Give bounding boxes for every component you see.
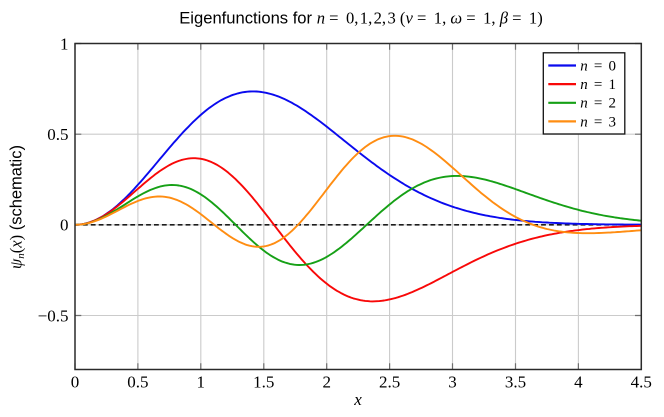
svg-text:n = 1: n = 1 (580, 77, 617, 93)
svg-text:0: 0 (71, 373, 80, 392)
svg-text:0.5: 0.5 (47, 125, 68, 144)
svg-text:3.5: 3.5 (505, 373, 526, 392)
svg-text:1: 1 (60, 34, 69, 53)
svg-text:n = 2: n = 2 (580, 96, 617, 112)
svg-text:1.5: 1.5 (253, 373, 274, 392)
svg-text:0: 0 (60, 216, 69, 235)
svg-text:1: 1 (197, 373, 206, 392)
svg-text:4: 4 (574, 373, 583, 392)
svg-text:ψn(x) (schematic): ψn(x) (schematic) (7, 145, 28, 269)
svg-text:4.5: 4.5 (631, 373, 652, 392)
svg-text:2: 2 (322, 373, 331, 392)
svg-text:3: 3 (448, 373, 457, 392)
svg-text:n = 3: n = 3 (580, 114, 617, 130)
svg-text:0.5: 0.5 (127, 373, 148, 392)
svg-text:n = 0: n = 0 (580, 58, 617, 74)
svg-text:2.5: 2.5 (379, 373, 400, 392)
svg-text:−0.5: −0.5 (38, 306, 69, 325)
svg-text:Eigenfunctions for n = 0, 1,: Eigenfunctions for n = 0, 1, 2, 3 (ν = 1… (179, 9, 543, 28)
svg-text:x: x (353, 390, 362, 409)
